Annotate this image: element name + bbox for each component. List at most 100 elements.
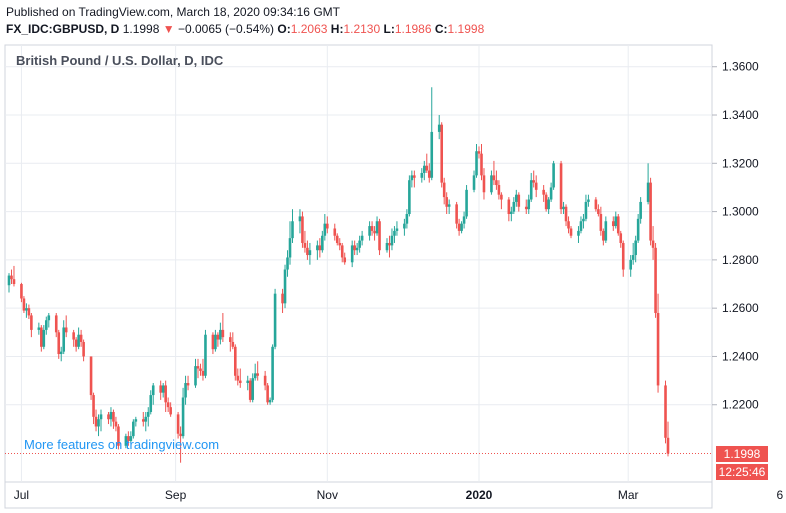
candle — [283, 264, 287, 309]
y-tick-label: 1.2800 — [722, 253, 759, 267]
candle — [343, 252, 347, 265]
candle-body — [569, 228, 573, 236]
candle — [562, 201, 565, 215]
candle-body — [619, 233, 623, 243]
candle-body — [266, 385, 269, 403]
candle-body — [477, 151, 481, 154]
candle — [151, 383, 155, 405]
candle — [129, 431, 133, 444]
candle — [161, 383, 165, 398]
candle-body — [273, 293, 277, 347]
candle — [219, 322, 222, 345]
candle-body — [408, 180, 411, 215]
candle — [455, 201, 458, 229]
candle-body — [547, 199, 550, 210]
candle — [547, 197, 550, 215]
candle — [316, 240, 319, 260]
candle — [229, 332, 232, 352]
candle — [524, 199, 528, 215]
chart-frame — [4, 44, 713, 509]
candle-body — [629, 259, 632, 270]
candle — [164, 380, 167, 412]
candle — [569, 226, 573, 239]
candle-body — [515, 194, 518, 202]
candle-body — [10, 275, 13, 280]
candle — [480, 143, 483, 181]
candle-body — [512, 201, 516, 212]
candle-body — [564, 206, 568, 222]
candle-body — [283, 269, 287, 304]
candle-body — [405, 214, 409, 224]
candle-body — [338, 242, 342, 246]
candle — [549, 182, 553, 202]
candle-body — [236, 375, 240, 381]
y-tick-label: 1.2200 — [722, 398, 759, 412]
candle — [370, 221, 374, 236]
candle-body — [308, 250, 312, 256]
candle-body — [614, 216, 618, 227]
candle-body — [253, 373, 257, 379]
candle-body — [161, 385, 165, 393]
candle — [649, 177, 652, 246]
low-label: L: — [383, 22, 395, 36]
candle — [40, 325, 43, 352]
candle-body — [199, 368, 202, 371]
candle — [405, 209, 409, 229]
candle — [393, 226, 396, 243]
candle-body — [82, 341, 85, 357]
candle — [74, 337, 78, 352]
candle — [611, 216, 615, 231]
candle — [420, 168, 424, 183]
promo-link[interactable]: More features on tradingview.com — [24, 437, 220, 452]
candle — [321, 230, 324, 253]
candle-body — [584, 201, 588, 219]
candle-body — [639, 201, 642, 219]
candle-body — [340, 245, 344, 258]
candle — [303, 230, 307, 253]
candle-body — [594, 199, 598, 210]
candle-body — [370, 226, 374, 231]
candle — [231, 332, 235, 350]
candle-body — [127, 436, 130, 441]
candle — [664, 380, 667, 444]
candle-body — [219, 329, 222, 340]
candle — [94, 409, 98, 432]
candle-body — [636, 218, 640, 241]
candle — [636, 214, 640, 243]
down-arrow-icon: ▼ — [162, 22, 175, 36]
candle — [385, 238, 389, 253]
candle — [599, 206, 603, 236]
candle-body — [194, 366, 197, 386]
candle — [288, 221, 292, 265]
candle — [77, 327, 80, 350]
candle-body — [25, 308, 28, 311]
candle-body — [74, 339, 78, 347]
candle — [194, 358, 197, 388]
candle-body — [231, 341, 235, 347]
candle-body — [301, 216, 304, 243]
candle-body — [64, 327, 68, 333]
candle — [616, 214, 620, 236]
candle — [338, 238, 342, 251]
candle-body — [457, 223, 461, 231]
y-tick-label: 1.3000 — [722, 205, 759, 219]
candle — [92, 392, 95, 425]
candle — [114, 416, 118, 432]
candle — [109, 407, 113, 427]
candle-body — [368, 226, 371, 236]
candle-body — [358, 240, 361, 248]
candle-body — [462, 216, 466, 224]
candle-body — [141, 419, 145, 422]
candle-body — [631, 255, 635, 260]
candle-body — [298, 216, 302, 222]
candle-body — [20, 284, 23, 299]
candle-body — [529, 180, 533, 200]
candle — [544, 192, 548, 212]
candle-body — [510, 211, 513, 215]
candle — [340, 242, 344, 263]
candle — [253, 363, 257, 381]
candle-body — [30, 315, 33, 330]
candle-body — [455, 204, 458, 224]
candle-body — [599, 214, 603, 231]
